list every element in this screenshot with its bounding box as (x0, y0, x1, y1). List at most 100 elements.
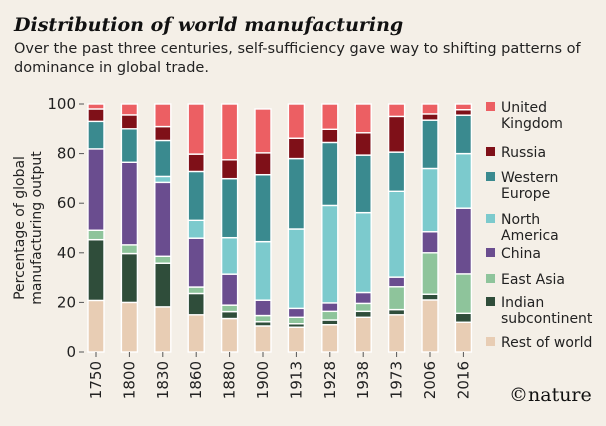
legend-swatch (486, 297, 495, 306)
bar-segment (387, 286, 406, 311)
bar-segment (120, 301, 139, 353)
bar-segment (421, 103, 439, 115)
bar-segment (454, 273, 473, 315)
y-axis-title: manufacturing output (29, 151, 45, 305)
bar-segment (254, 325, 272, 353)
chart-title: Distribution of world manufacturing (14, 14, 404, 36)
legend-label: East Asia (501, 272, 565, 288)
bar-segment (120, 114, 139, 130)
bar-segment (254, 314, 272, 323)
bar-segment (454, 109, 473, 116)
nature-logo: ©nature (509, 384, 592, 406)
legend-label: Russia (501, 145, 546, 161)
x-tick-label: 1830 (154, 361, 172, 399)
bar-segment (154, 125, 172, 142)
legend-swatch (486, 147, 495, 156)
bar-segment (87, 108, 105, 123)
legend-label: Rest of world (501, 335, 592, 351)
x-tick-label: 1928 (321, 361, 339, 399)
bar-segment (120, 252, 139, 304)
x-tick-label: 2006 (421, 361, 439, 399)
bar-segment (220, 317, 239, 353)
chart-subtitle: Over the past three centuries, self-suff… (14, 41, 581, 76)
bar-segment (287, 103, 306, 139)
x-tick-label: 2016 (454, 361, 472, 399)
bar-segment (421, 231, 439, 254)
bar-segment (421, 299, 439, 353)
bar-segment (87, 120, 105, 150)
bar-segment (87, 229, 105, 241)
bar-segment (254, 152, 272, 176)
bar-segment (354, 211, 372, 294)
bar-segment (354, 132, 372, 156)
bar-segment (387, 308, 406, 316)
bar-segment (421, 252, 439, 295)
legend-swatch (486, 214, 495, 223)
bar-segment (421, 293, 439, 301)
bar-segment (454, 152, 473, 209)
bar-segment (287, 228, 306, 310)
bar-segment (187, 292, 205, 316)
bar-segment (187, 170, 205, 222)
x-tick-label: 1800 (120, 361, 138, 399)
x-tick-label: 1900 (254, 361, 272, 399)
y-tick-label: 80 (57, 145, 76, 163)
bar-segment (387, 276, 406, 288)
bar-segment (154, 139, 172, 178)
legend-label: Indian subcontinent (501, 295, 593, 327)
bar-segment (120, 161, 139, 246)
bar-segment (321, 141, 339, 207)
bar-segment (321, 103, 339, 130)
bar-segment (154, 175, 172, 184)
bar-segment (220, 103, 239, 161)
bar-segment (120, 244, 139, 255)
bar-segment (387, 314, 406, 353)
legend-swatch (486, 337, 495, 346)
bar-segment (354, 154, 372, 214)
bar-segment (154, 306, 172, 353)
bar-segment (354, 302, 372, 313)
legend-swatch (486, 274, 495, 283)
legend-label: Western Europe (501, 170, 558, 202)
bar-segment (387, 151, 406, 192)
bar-segment (287, 307, 306, 318)
bar-segment (187, 153, 205, 173)
bar-segment (154, 103, 172, 128)
legend-swatch (486, 102, 495, 111)
legend-label: United Kingdom (501, 100, 563, 132)
bar-segment (354, 316, 372, 353)
x-tick-label: 1938 (354, 361, 372, 399)
y-tick-label: 0 (66, 343, 76, 361)
bar-segment (287, 316, 306, 325)
bar-segment (220, 304, 239, 313)
legend-swatch (486, 172, 495, 181)
y-tick-label: 100 (47, 95, 76, 113)
y-tick-label: 60 (57, 194, 76, 212)
bar-segment (87, 103, 105, 110)
bar-segment (454, 321, 473, 353)
y-axis-title: Percentage of global (12, 156, 28, 300)
bar-segment (254, 108, 272, 154)
bar-segment (187, 219, 205, 239)
bar-segment (87, 299, 105, 353)
bar-segment (321, 324, 339, 353)
bar-segment (454, 312, 473, 323)
bar-segment (254, 240, 272, 301)
x-tick-label: 1860 (187, 361, 205, 399)
bar-segment (87, 148, 105, 231)
bar-segment (220, 177, 239, 239)
bar-segment (454, 103, 473, 111)
bar-segment (154, 181, 172, 257)
bar-segment (354, 291, 372, 305)
y-tick-label: 20 (57, 293, 76, 311)
bar-segment (287, 326, 306, 353)
bar-segment (387, 115, 406, 153)
bar-segment (354, 310, 372, 318)
x-tick-label: 1880 (221, 361, 239, 399)
bar-segment (321, 302, 339, 313)
legend-label: China (501, 246, 541, 262)
bar-segment (220, 273, 239, 306)
bar-segment (254, 173, 272, 243)
bar-segment (421, 113, 439, 121)
